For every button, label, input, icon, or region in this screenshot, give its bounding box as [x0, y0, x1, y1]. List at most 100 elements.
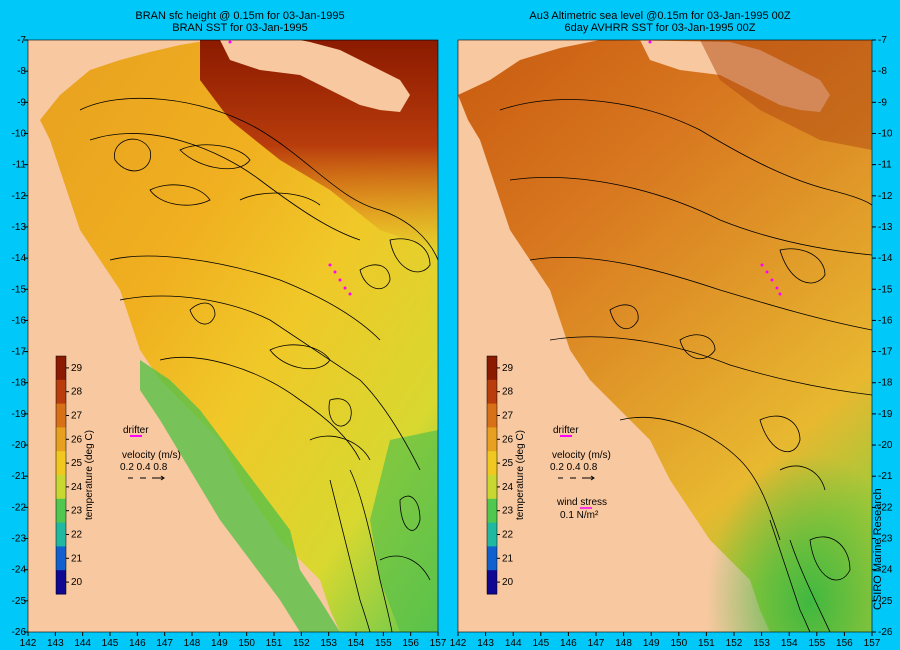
- panel2-x-tick-label: 150: [670, 638, 687, 649]
- panel1-colorbar-tick-label: 25: [71, 458, 83, 469]
- panel2-x-tick-label: 153: [753, 638, 770, 649]
- panel1-colorbar-label: temperature (deg C): [84, 430, 95, 520]
- panel1-x-tick-label: 146: [129, 638, 146, 649]
- panel2-y-tick-label: -26: [878, 627, 893, 638]
- panel1-y-tick-label: -15: [12, 284, 27, 295]
- panel2-drifters: [648, 40, 782, 296]
- panel2-colorbar-segment: [487, 356, 497, 381]
- panel2-title-line2: 6day AVHRR SST for 03-Jan-1995 00Z: [564, 22, 756, 34]
- panel1-x-tick-label: 150: [238, 638, 255, 649]
- panel2-frame: [457, 39, 873, 633]
- panel2-contours: [499, 99, 872, 632]
- panel1-velocity-scale: 0.2 0.4 0.8: [120, 462, 168, 473]
- panel2-y-tick-label: -8: [878, 66, 887, 77]
- panel2-north-warm: [700, 40, 872, 150]
- panel1-colorbar-tick-label: 27: [71, 411, 83, 422]
- panel2-y-tick-label: -24: [878, 565, 893, 576]
- panel1-x-tick-label: 145: [102, 638, 119, 649]
- panel2-drifter-label: drifter: [553, 425, 579, 436]
- panel1-colorbar-frame: [55, 355, 67, 595]
- panel1-title-line2: BRAN SST for 03-Jan-1995: [172, 22, 308, 34]
- panel2-x-tick-label: 145: [532, 638, 549, 649]
- panel1-map: [28, 40, 438, 632]
- panel1-x-tick-label: 155: [375, 638, 392, 649]
- panel1-y-tick-label: -24: [12, 565, 27, 576]
- panel1-y-tick-label: -20: [12, 440, 27, 451]
- panel1-title-line1: BRAN sfc height @ 0.15m for 03-Jan-1995: [135, 10, 345, 22]
- panel1-colorbar-segment: [56, 522, 66, 547]
- panel2-y-tick-label: -16: [878, 315, 893, 326]
- panel1-y-tick-label: -10: [12, 128, 27, 139]
- panel2-velocity-label: velocity (m/s): [552, 450, 611, 461]
- panel1-drifter-label: drifter: [123, 425, 149, 436]
- panel1-drifters: [228, 40, 352, 296]
- panel2-y-tick-label: -11: [878, 160, 892, 171]
- panel2-x-tick-label: 147: [588, 638, 605, 649]
- panel1-green-coast: [140, 360, 340, 632]
- panel2-colorbar-tick-label: 23: [502, 506, 514, 517]
- panel2-colorbar-label: temperature (deg C): [515, 430, 526, 520]
- panel2-green-glow: [458, 40, 872, 632]
- panel2-y-tick-label: -13: [878, 222, 893, 233]
- panel2-x-tick-label: 142: [450, 638, 467, 649]
- panel2-title: Au3 Altimetric sea level @0.15m for 03-J…: [500, 10, 820, 34]
- panel1-y-tick-label: -23: [12, 534, 27, 545]
- panel2-y-tick-label: -18: [878, 378, 893, 389]
- panel1-green-south: [370, 430, 438, 632]
- panel2-colorbar-tick-label: 29: [502, 363, 514, 374]
- panel1-colorbar-tick-label: 20: [71, 577, 83, 588]
- panel1-x-tick-label: 148: [184, 638, 201, 649]
- panel1-y-tick-label: -17: [12, 347, 27, 358]
- panel2-y-tick-label: -9: [878, 97, 887, 108]
- panel1-colorbar-tick-label: 29: [71, 363, 83, 374]
- panel2-x-tick-label: 143: [477, 638, 494, 649]
- panel2-colorbar-tick-label: 22: [502, 530, 514, 541]
- panel2-x-tick-label: 157: [864, 638, 881, 649]
- panel1-x-tick-label: 153: [320, 638, 337, 649]
- panel2-colorbar-segment: [487, 403, 497, 428]
- panel1-colorbar-segment: [56, 570, 66, 595]
- panel2-colorbar-tick-label: 26: [502, 434, 514, 445]
- panel1-colorbar-segment: [56, 427, 66, 452]
- panel1-contours: [79, 97, 438, 632]
- panel1-frame: [27, 39, 439, 633]
- panel2-y-tick-label: -17: [878, 347, 893, 358]
- panel1-y-tick-label: -26: [12, 627, 27, 638]
- panel1-northern-land: [200, 40, 410, 112]
- panel2-wind-label: wind stress: [556, 497, 607, 508]
- panel2-map: [458, 40, 872, 632]
- panel2-x-tick-label: 156: [836, 638, 853, 649]
- panel2-x-tick-label: 149: [643, 638, 660, 649]
- panel1-title: BRAN sfc height @ 0.15m for 03-Jan-1995 …: [90, 10, 390, 34]
- panel1-y-tick-label: -13: [12, 222, 27, 233]
- panel2-colorbar-frame: [486, 355, 498, 595]
- panel1-y-tick-label: -11: [12, 160, 26, 171]
- panel1-y-tick-label: -22: [12, 502, 27, 513]
- panel2-colorbar-tick-label: 24: [502, 482, 514, 493]
- panel2-colorbar-segment: [487, 498, 497, 524]
- panel2-colorbar-tick-label: 25: [502, 458, 514, 469]
- panel2-x-tick-label: 154: [781, 638, 798, 649]
- panel2-y-tick-label: -23: [878, 534, 893, 545]
- panel1-colorbar-segment: [56, 546, 66, 571]
- panel1-x-tick-label: 149: [211, 638, 228, 649]
- panel2-colorbar-segment: [487, 570, 497, 595]
- panel1-y-tick-label: -12: [12, 191, 27, 202]
- panel2-y-tick-label: -22: [878, 502, 893, 513]
- panel1-y-tick-label: -9: [17, 97, 26, 108]
- panel1-velocity-arrows: [128, 475, 165, 481]
- panel2-colorbar-segment: [487, 475, 497, 500]
- panel2-y-tick-label: -14: [878, 253, 893, 264]
- panel1-y-tick-label: -25: [12, 596, 27, 607]
- panel2-wind-value: 0.1 N/m²: [560, 510, 599, 521]
- panel1-x-tick-label: 143: [47, 638, 64, 649]
- panel2-colorbar-segment: [487, 546, 497, 571]
- panel2-y-tick-label: -12: [878, 191, 893, 202]
- panel2-x-tick-label: 144: [505, 638, 522, 649]
- panel2-y-tick-label: -10: [878, 128, 893, 139]
- panel1-colorbar-tick-label: 22: [71, 530, 83, 541]
- panel1-colorbar-segment: [56, 475, 66, 500]
- panel2-colorbar-segment: [487, 522, 497, 547]
- panel1-colorbar-segment: [56, 379, 66, 405]
